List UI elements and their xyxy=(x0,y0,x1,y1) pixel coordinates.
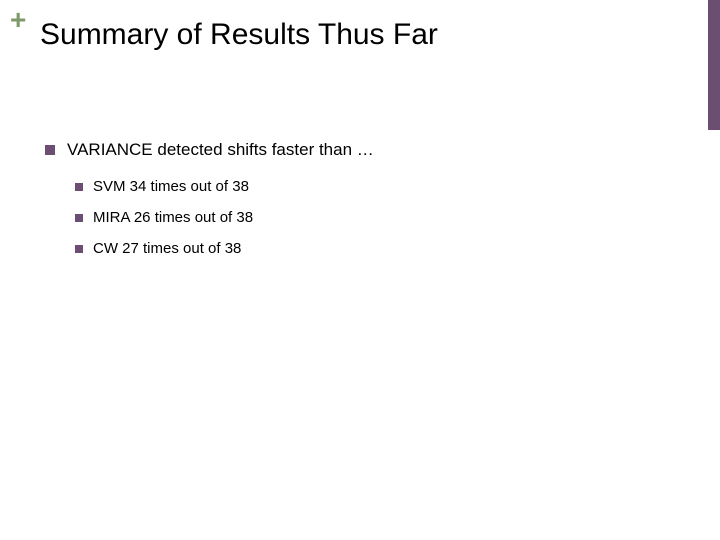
sub-bullet-text: CW 27 times out of 38 xyxy=(93,240,241,257)
sub-bullet-row: SVM 34 times out of 38 xyxy=(75,178,680,195)
square-bullet-icon xyxy=(75,245,83,253)
square-bullet-icon xyxy=(75,214,83,222)
sub-bullet-text: MIRA 26 times out of 38 xyxy=(93,209,253,226)
main-bullet-text: VARIANCE detected shifts faster than … xyxy=(67,140,374,160)
square-bullet-icon xyxy=(45,145,55,155)
slide-title: Summary of Results Thus Far xyxy=(40,18,438,52)
sub-bullet-row: CW 27 times out of 38 xyxy=(75,240,680,257)
sub-bullet-row: MIRA 26 times out of 38 xyxy=(75,209,680,226)
plus-icon: + xyxy=(10,6,26,34)
sub-bullet-text: SVM 34 times out of 38 xyxy=(93,178,249,195)
accent-bar xyxy=(708,0,720,130)
main-bullet-row: VARIANCE detected shifts faster than … xyxy=(45,140,680,160)
body-content: VARIANCE detected shifts faster than … S… xyxy=(45,140,680,271)
square-bullet-icon xyxy=(75,183,83,191)
